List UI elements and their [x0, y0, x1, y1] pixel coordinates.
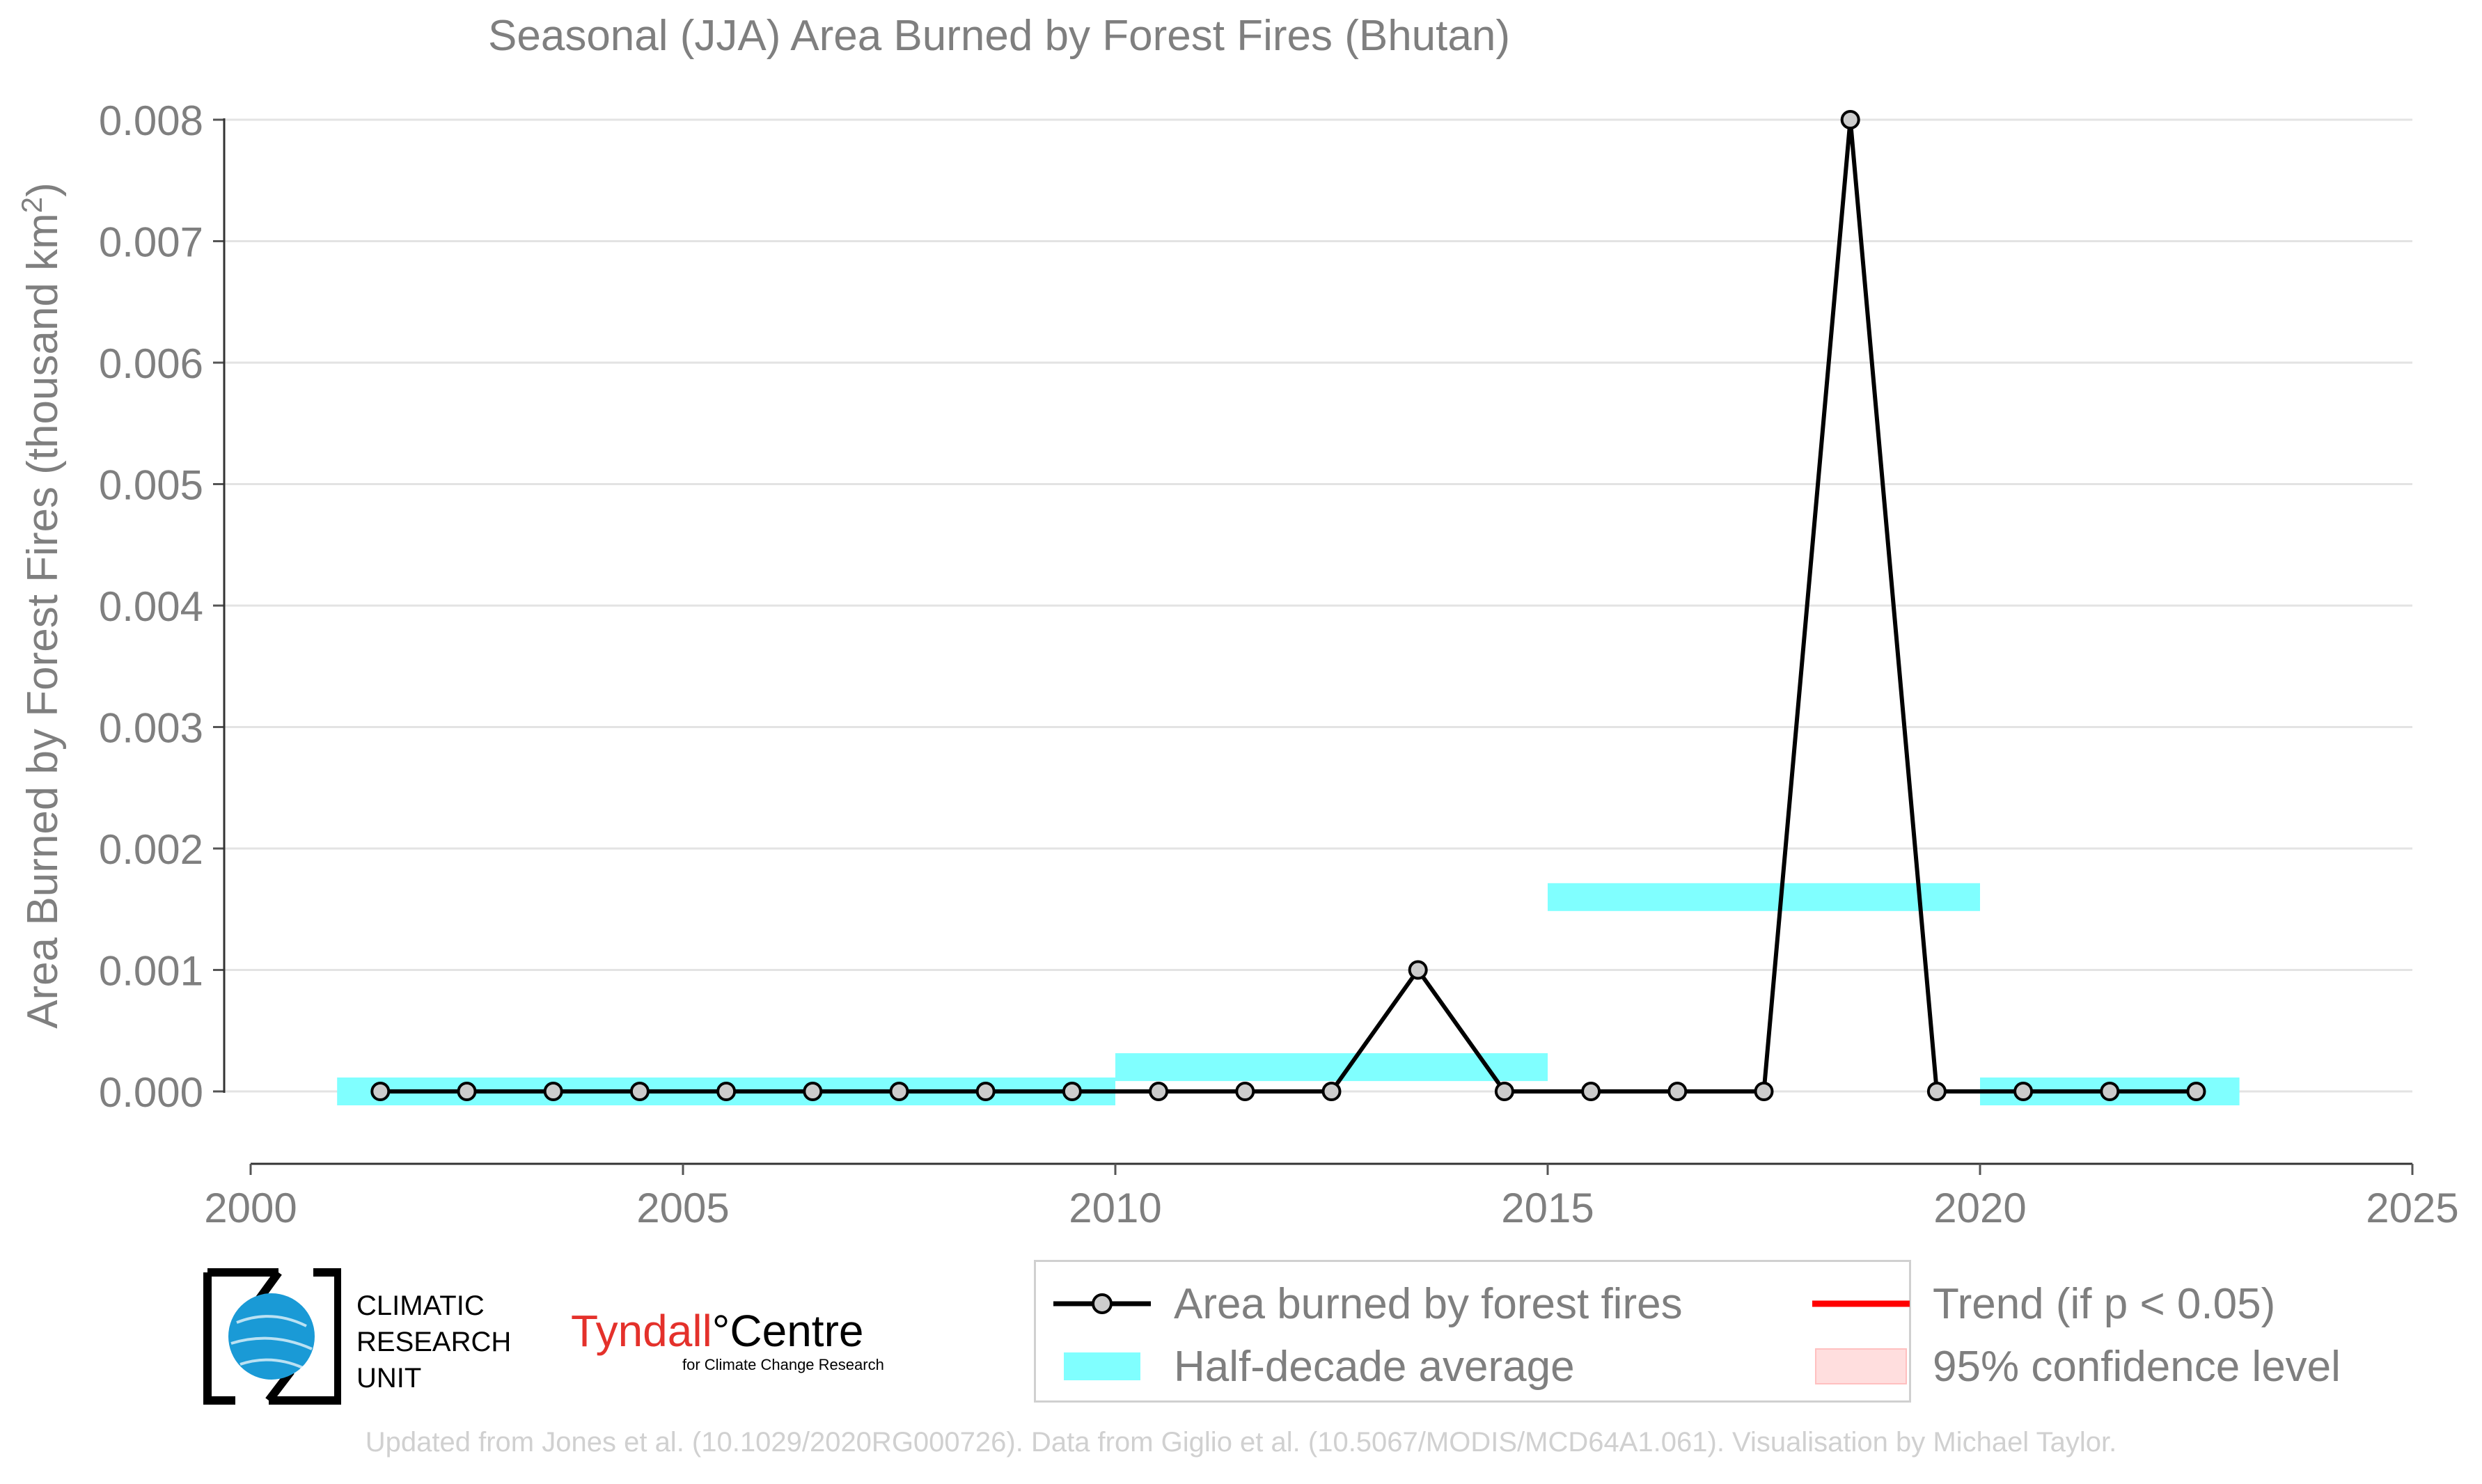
data-point: [1408, 960, 1428, 980]
data-point: [1667, 1082, 1688, 1101]
y-tick-label: 0.007: [99, 219, 203, 266]
data-point: [1321, 1082, 1342, 1101]
legend-label-trend: Trend (if p < 0.05): [1933, 1279, 2276, 1328]
data-point: [1235, 1082, 1255, 1101]
x-axis: 2000 2005 2010 2015 2020 2025: [204, 1162, 2459, 1231]
legend-label-confidence: 95% confidence level: [1933, 1342, 2341, 1391]
y-tick-label: 0.004: [99, 583, 203, 630]
legend-confidence-swatch-icon: [1815, 1348, 1907, 1384]
y-axis-label: Area Burned by Forest Fires (thousand km…: [15, 182, 67, 1029]
y-tick-label: 0.008: [99, 97, 203, 144]
x-tick-label: 2010: [1069, 1185, 1161, 1231]
tyndall-logo: Tyndall°Centre: [571, 1306, 864, 1356]
legend-swatch-half-decade-icon: [1064, 1352, 1140, 1380]
legend-item-area-burned: Area burned by forest fires: [1050, 1276, 1683, 1332]
data-point: [543, 1082, 563, 1101]
half-decade-average-bar: [1115, 1053, 1548, 1082]
x-tick-label: 2000: [204, 1185, 297, 1231]
series-line: [380, 119, 2197, 1094]
tyndall-subtitle: for Climate Change Research: [682, 1356, 884, 1373]
data-point: [1754, 1082, 1774, 1101]
data-point: [1494, 1082, 1514, 1101]
data-point: [370, 1082, 391, 1101]
half-decade-average-bar: [1548, 883, 1980, 911]
data-point: [629, 1082, 650, 1101]
y-tick-label: 0.005: [99, 462, 203, 509]
legend-item-trend: Trend (if p < 0.05): [1809, 1276, 2275, 1332]
cru-logo-text: CLIMATIC RESEARCH UNIT: [356, 1290, 512, 1394]
legend-line-marker-icon: [1053, 1293, 1151, 1314]
legend-item-half-decade: Half-decade average: [1050, 1339, 1575, 1394]
legend-label-half-decade: Half-decade average: [1174, 1342, 1575, 1391]
x-tick-label: 2025: [2366, 1185, 2458, 1231]
legend-trend-line-icon: [1812, 1300, 1910, 1307]
half-decade-average-bars: [337, 883, 2240, 1105]
legend-label-area-burned: Area burned by forest fires: [1174, 1279, 1683, 1328]
data-point: [1926, 1082, 1947, 1101]
footer-credits: Updated from Jones et al. (10.1029/2020R…: [365, 1427, 2117, 1458]
x-tick-label: 2020: [1933, 1185, 2026, 1231]
data-point: [2186, 1082, 2206, 1101]
chart-area: Seasonal (JJA) Area Burned by Forest Fir…: [15, 12, 2459, 1231]
data-point: [975, 1082, 996, 1101]
y-tick-label: 0.003: [99, 705, 203, 752]
data-point: [716, 1082, 737, 1101]
x-tick-label: 2015: [1501, 1185, 1594, 1231]
data-point: [1581, 1082, 1601, 1101]
x-tick-label: 2005: [636, 1185, 729, 1231]
data-point: [457, 1082, 477, 1101]
series-area-burned: [370, 110, 2206, 1101]
data-point: [889, 1082, 909, 1101]
y-tick-label: 0.001: [99, 948, 203, 995]
cru-logo-icon: [203, 1268, 341, 1405]
data-point: [2013, 1082, 2034, 1101]
data-point: [1149, 1082, 1169, 1101]
y-tick-label: 0.006: [99, 340, 203, 387]
legend: Area burned by forest fires Half-decade …: [1034, 1260, 2341, 1403]
data-point: [803, 1082, 823, 1101]
chart-title: Seasonal (JJA) Area Burned by Forest Fir…: [488, 12, 1510, 60]
data-point: [1840, 110, 1860, 129]
y-axis: 0.000 0.001 0.002 0.003 0.004 0.005 0.006 0.007…: [99, 97, 226, 1116]
legend-item-confidence: 95% confidence level: [1809, 1339, 2341, 1394]
y-tick-label: 0.000: [99, 1069, 203, 1116]
data-point: [2100, 1082, 2120, 1101]
logos: CLIMATIC RESEARCH UNIT Tyndall°Centre fo…: [202, 1267, 898, 1420]
data-point: [1062, 1082, 1082, 1101]
y-tick-label: 0.002: [99, 826, 203, 873]
grid-lines: [224, 118, 2412, 1093]
